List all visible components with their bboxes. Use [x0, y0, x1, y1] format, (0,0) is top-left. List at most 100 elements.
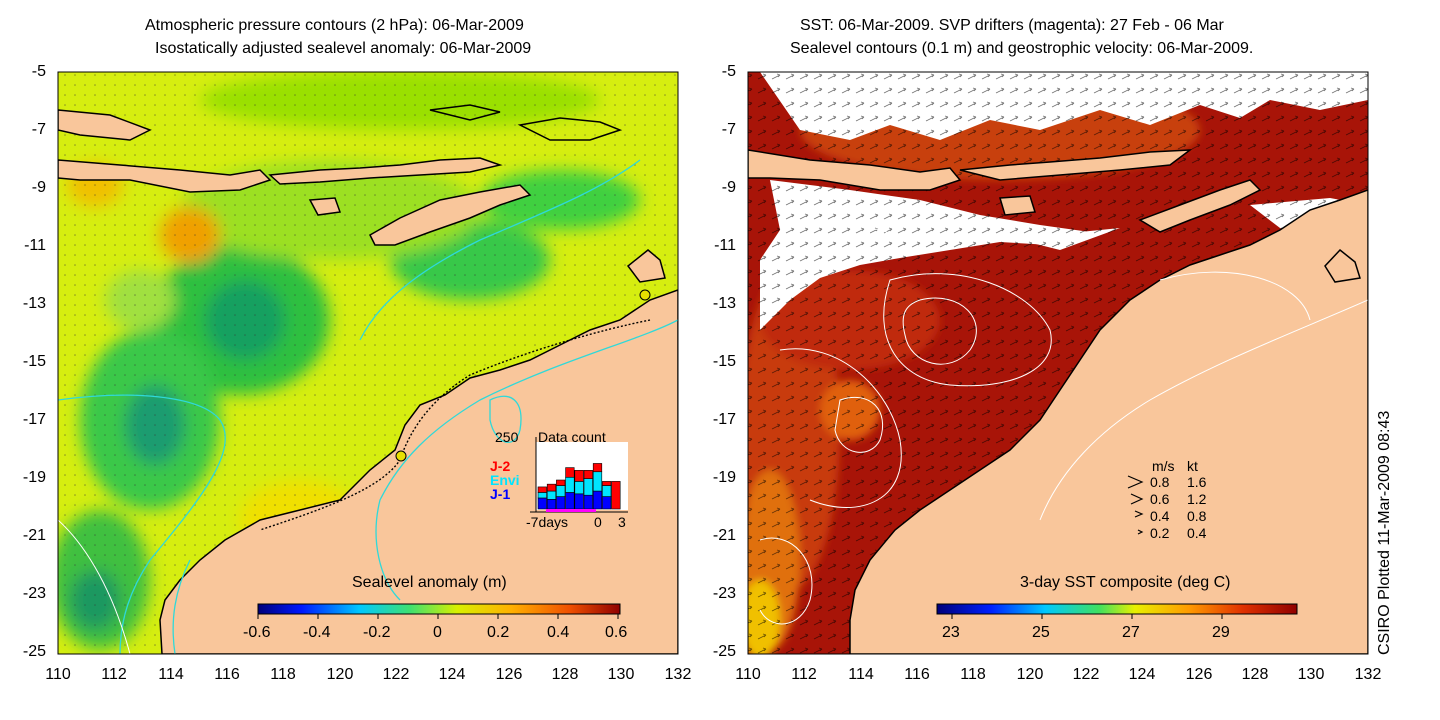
lat-tick: -23 — [22, 585, 46, 602]
sst-colorbar-title: 3-day SST composite (deg C) — [1020, 574, 1231, 591]
inset-bar-j2 — [556, 479, 566, 486]
lat-tick: -17 — [22, 411, 46, 428]
inset-bar-envi — [592, 471, 603, 492]
left-map-panel — [58, 72, 678, 654]
inset-bar-envi — [583, 478, 593, 496]
inset-bar-j2 — [611, 481, 621, 510]
sst-colorbar-tick: 23 — [942, 624, 960, 641]
lon-tick: 128 — [551, 666, 579, 683]
velocity-key-header-kt: kt — [1187, 458, 1198, 474]
left-title-line2: Isostatically adjusted sealevel anomaly:… — [155, 40, 532, 57]
data-count-inset — [530, 437, 628, 513]
lat-tick: -15 — [712, 353, 736, 370]
lat-tick: -5 — [721, 63, 736, 80]
inset-bar-j1 — [537, 497, 547, 510]
inset-bar-j1 — [602, 496, 612, 510]
sla-colorbar-title: Sealevel anomaly (m) — [352, 574, 507, 591]
credit-label: CSIRO Plotted 11-Mar-2009 08:43 — [1376, 410, 1393, 655]
right-map-panel — [748, 72, 1368, 654]
lon-tick: 112 — [101, 666, 127, 683]
inset-bar-envi — [565, 476, 575, 493]
australia-land-left — [159, 289, 678, 654]
inset-bar-j2 — [602, 481, 612, 486]
sla-colorbar-tick: -0.6 — [243, 624, 271, 641]
inset-legend-envi: Envi — [490, 472, 520, 488]
lon-tick: 128 — [1241, 666, 1269, 683]
lon-tick: 112 — [791, 666, 817, 683]
lat-tick: -21 — [712, 527, 736, 544]
inset-bar-envi — [537, 492, 547, 499]
inset-bar-j2 — [565, 467, 575, 478]
sla-colorbar-tick: 0.4 — [547, 624, 570, 641]
sla-colorbar-tick: -0.2 — [363, 624, 391, 641]
inset-bar-j2 — [574, 470, 584, 482]
lon-tick: 124 — [1128, 666, 1156, 683]
right-title-line2: Sealevel contours (0.1 m) and geostrophi… — [790, 40, 1254, 57]
inset-xlabel-left: -7days — [526, 514, 569, 530]
sst-colorbar — [936, 603, 1298, 615]
lat-tick: -23 — [712, 585, 736, 602]
australia-land-right — [849, 189, 1368, 654]
lon-tick: 120 — [326, 666, 354, 683]
sst-colorbar-tick: 27 — [1122, 624, 1140, 641]
lat-tick: -13 — [712, 295, 736, 312]
inset-bar-j2 — [546, 483, 557, 492]
lon-tick: 118 — [960, 666, 986, 683]
sla-colorbar — [257, 603, 621, 615]
lat-tick: -9 — [721, 179, 736, 196]
velocity-key-kt: 0.4 — [1187, 525, 1207, 541]
lat-tick: -25 — [22, 643, 46, 660]
inset-bar-j1 — [565, 492, 575, 510]
inset-bar-j1 — [556, 496, 566, 510]
inset-bar-envi — [556, 485, 566, 497]
inset-xlabel-mid: 0 — [594, 514, 602, 530]
lon-tick: 130 — [607, 666, 635, 683]
velocity-key-kt: 1.6 — [1187, 474, 1207, 490]
islands-left — [58, 159, 272, 193]
lon-tick: 114 — [158, 666, 184, 683]
inset-bar-j1 — [574, 493, 584, 510]
islands-right — [748, 149, 962, 191]
left-title-line1: Atmospheric pressure contours (2 hPa): 0… — [145, 17, 524, 34]
lat-tick: -21 — [22, 527, 46, 544]
lat-tick: -15 — [22, 353, 46, 370]
inset-bar-j1 — [592, 490, 603, 510]
inset-bar-j2 — [583, 470, 593, 479]
inset-bar-j2 — [592, 463, 603, 473]
velocity-key-ms: 0.8 — [1150, 474, 1170, 490]
lon-tick: 126 — [495, 666, 523, 683]
lat-tick: -19 — [712, 469, 736, 486]
lon-tick: 118 — [270, 666, 296, 683]
velocity-key-ms: 0.6 — [1150, 491, 1170, 507]
lon-tick: 132 — [664, 666, 692, 683]
lon-tick: 124 — [438, 666, 466, 683]
lat-tick: -9 — [31, 179, 46, 196]
lon-tick: 110 — [45, 666, 71, 683]
velocity-key-ms: 0.2 — [1150, 525, 1170, 541]
lat-tick: -17 — [712, 411, 736, 428]
lat-tick: -11 — [714, 237, 736, 254]
lat-tick: -25 — [712, 643, 736, 660]
lon-tick: 122 — [382, 666, 410, 683]
lon-tick: 126 — [1185, 666, 1213, 683]
lat-tick: -7 — [721, 121, 736, 138]
inset-bar-j2 — [537, 486, 547, 493]
inset-bar-envi — [546, 490, 557, 500]
lat-tick: -19 — [22, 469, 46, 486]
sla-colorbar-tick: 0 — [433, 624, 442, 641]
lat-tick: -7 — [31, 121, 46, 138]
lon-tick: 122 — [1072, 666, 1100, 683]
lon-tick: 130 — [1297, 666, 1325, 683]
right-title-line1: SST: 06-Mar-2009. SVP drifters (magenta)… — [800, 17, 1224, 34]
sla-colorbar-tick: -0.4 — [303, 624, 331, 641]
inset-bar-envi — [574, 481, 584, 495]
lon-tick: 110 — [735, 666, 761, 683]
velocity-key-ms: 0.4 — [1150, 508, 1170, 524]
lat-tick: -13 — [22, 295, 46, 312]
lat-tick: -11 — [24, 237, 46, 254]
inset-ymax-label: 250 — [495, 429, 519, 445]
lon-tick: 116 — [904, 666, 930, 683]
inset-bar-j1 — [546, 499, 557, 510]
velocity-key-arrows — [1127, 475, 1144, 535]
